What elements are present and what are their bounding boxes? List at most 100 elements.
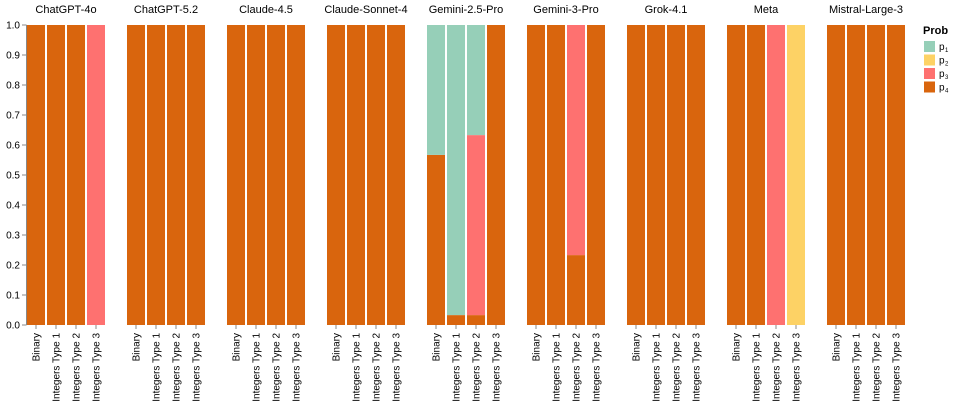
panel-grok-4-1: Grok-4.1 Binary Integers Type 1 Integers Ty… [627,4,705,402]
legend: Prob p 1p 2p 3p 4 [923,25,949,95]
x-tick-label: Integers Type 3 [192,333,203,402]
panel-chatgpt-4o: ChatGPT-4o Binary Integers Type 1 Integers … [27,4,105,402]
bar-segment-p4 [227,25,245,325]
legend-subscript: 4 [945,89,949,95]
panel-gemini-2-5-pro: Gemini-2.5-Pro Binary Integers Type 1 Integ… [427,4,505,402]
x-tick-label: Integers Type 2 [872,333,883,402]
x-tick-label: Binary [832,333,843,361]
bar-segment-p4 [427,154,445,325]
bar-segment-p3 [87,25,105,325]
bar-segment-p3 [567,25,585,256]
bar-segment-p2 [787,25,805,325]
y-tick-label: 0.4 [6,201,20,212]
y-tick-label: 0.2 [6,261,20,272]
legend-subscript: 1 [945,48,949,54]
x-tick-label: Binary [32,333,43,361]
x-tick-label: Integers Type 1 [552,333,563,402]
legend-label: p [939,42,945,53]
legend-swatch [924,54,935,66]
panel-chatgpt-5-2: ChatGPT-5.2 Binary Integers Type 1 Integers… [127,4,205,402]
y-tick-label: 0.0 [6,321,20,332]
bar-segment-p1 [447,25,465,316]
bar-segment-p4 [147,25,165,325]
bar-segment-p4 [47,25,65,325]
x-tick-label: Binary [132,333,143,361]
panel-title: Gemini-2.5-Pro [429,4,504,16]
x-tick-label: Integers Type 2 [572,333,583,402]
panel-claude-4-5: Claude-4.5 Binary Integers Type 1 Integers … [227,4,305,402]
x-tick-label: Integers Type 2 [272,333,283,402]
x-tick-label: Integers Type 1 [852,333,863,402]
y-tick-label: 0.9 [6,51,20,62]
x-tick-label: Integers Type 3 [792,333,803,402]
bar-segment-p4 [747,25,765,325]
x-tick-label: Binary [332,333,343,361]
legend-label: p [939,56,945,67]
x-tick-label: Integers Type 1 [252,333,263,402]
bar-segment-p4 [467,315,485,325]
x-tick-label: Integers Type 1 [652,333,663,402]
panel-title: Mistral-Large-3 [829,4,903,16]
bar-segment-p4 [887,25,905,325]
bar-segment-p4 [727,25,745,325]
legend-subscript: 3 [945,75,949,81]
bar-segment-p3 [467,135,485,316]
y-tick-label: 0.7 [6,111,20,122]
bar-segment-p4 [387,25,405,325]
x-tick-label: Integers Type 3 [492,333,503,402]
legend-label: p [939,83,945,94]
bar-segment-p4 [847,25,865,325]
x-tick-label: Binary [232,333,243,361]
x-tick-label: Integers Type 1 [352,333,363,402]
x-tick-label: Integers Type 2 [172,333,183,402]
panel-gemini-3-pro: Gemini-3-Pro Binary Integers Type 1 Integer… [527,4,605,402]
panel-title: Claude-Sonnet-4 [324,4,407,16]
x-tick-label: Binary [432,333,443,361]
x-tick-label: Integers Type 2 [672,333,683,402]
legend-swatch [924,41,935,52]
panel-claude-sonnet-4: Claude-Sonnet-4 Binary Integers Type 1 Inte… [324,4,407,402]
panel-title: ChatGPT-4o [35,4,96,16]
bar-segment-p1 [467,25,485,136]
x-tick-label: Binary [532,333,543,361]
x-tick-label: Integers Type 1 [52,333,63,402]
x-tick-label: Integers Type 3 [692,333,703,402]
x-tick-label: Integers Type 1 [752,333,763,402]
bar-segment-p4 [687,25,705,325]
bar-segment-p4 [167,25,185,325]
bar-segment-p4 [827,25,845,325]
x-tick-label: Integers Type 3 [392,333,403,402]
bar-segment-p4 [627,25,645,325]
y-tick-label: 0.8 [6,81,20,92]
x-tick-label: Integers Type 3 [592,333,603,402]
bar-segment-p4 [267,25,285,325]
x-tick-label: Integers Type 1 [452,333,463,402]
x-tick-label: Integers Type 2 [472,333,483,402]
panel-title: Gemini-3-Pro [533,4,598,16]
bar-segment-p1 [427,25,445,155]
legend-swatch [924,81,935,93]
legend-label: p [939,69,945,80]
x-tick-label: Integers Type 3 [892,333,903,402]
bar-segment-p4 [347,25,365,325]
bar-segment-p4 [67,25,85,325]
bar-segment-p4 [487,25,505,325]
bar-segment-p4 [27,25,45,325]
x-tick-label: Integers Type 3 [92,333,103,402]
bar-segment-p4 [867,25,885,325]
bar-segment-p4 [527,25,545,325]
x-tick-label: Integers Type 1 [152,333,163,402]
y-tick-label: 0.3 [6,231,20,242]
x-tick-label: Binary [632,333,643,361]
bar-segment-p4 [567,255,585,325]
panel-title: Meta [754,4,779,16]
legend-subscript: 2 [945,62,949,68]
panel-title: ChatGPT-5.2 [134,4,198,16]
bar-segment-p4 [587,25,605,325]
y-axis: 0.0 0.1 0.2 0.3 0.4 0.5 0.6 0.7 0.8 0.9 1.0 [6,21,27,332]
